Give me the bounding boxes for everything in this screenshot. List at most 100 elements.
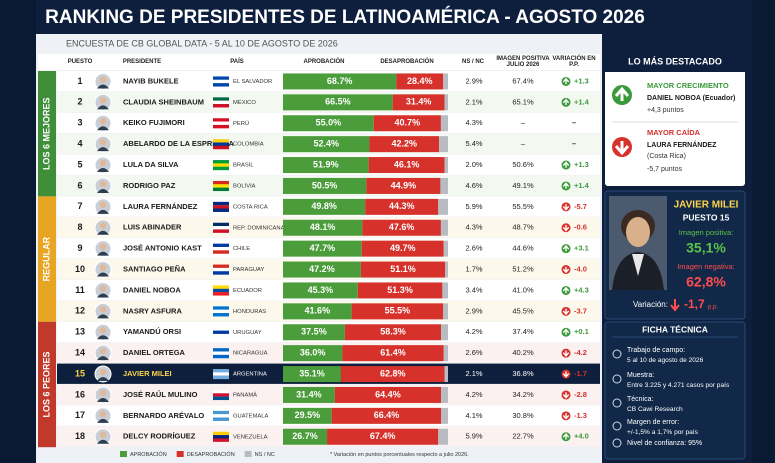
growth-value: +4,3 puntos	[647, 107, 684, 114]
approval-label: 36.0%	[300, 348, 326, 358]
ns-nc-label: 4.3%	[465, 223, 482, 232]
variation: -0.6	[574, 223, 587, 232]
photo-head	[99, 138, 107, 146]
flag-stripe	[213, 100, 229, 105]
group-band	[38, 196, 56, 322]
approval-bar	[283, 219, 363, 236]
approval-label: 29.5%	[295, 410, 321, 420]
ns-nc-bar	[442, 282, 448, 299]
approval-bar	[283, 324, 345, 341]
approval-label: 66.5%	[325, 97, 351, 107]
sheet-value: CB Cawi Research	[627, 406, 683, 413]
drop-label: MAYOR CAÍDA	[647, 128, 701, 137]
legend-swatch	[244, 451, 252, 457]
country: BRASIL	[233, 163, 254, 169]
arrow-glyph	[562, 161, 570, 168]
arrow-glyph	[562, 244, 570, 252]
arrow-glyph	[562, 266, 570, 274]
photo-head	[99, 347, 107, 355]
approval-bar	[283, 73, 397, 90]
july-image: 22.7%	[512, 432, 534, 441]
flag-stripe	[213, 166, 229, 171]
photo-body	[97, 105, 109, 110]
column-header: PUESTO	[67, 58, 93, 65]
variation-unit: p.p.	[708, 305, 718, 311]
flag-stripe	[213, 288, 229, 293]
profile-face	[626, 217, 650, 247]
approval-bar	[283, 386, 335, 403]
legend-label: NS / NC	[255, 452, 275, 458]
sheet-value: Entre 3.225 y 4.271 casos por país	[627, 382, 730, 389]
country: VENEZUELA	[233, 434, 268, 440]
column-header: VARIACIÓN EN P.P.	[552, 55, 596, 69]
approval-label: 41.6%	[305, 306, 331, 316]
flag-stripe	[213, 250, 229, 254]
photo-body	[97, 377, 109, 382]
photo-head	[99, 389, 107, 397]
photo-head	[99, 201, 107, 209]
approval-bar	[283, 177, 367, 194]
growth-name: DANIEL NOBOA (Ecuador)	[647, 95, 735, 102]
variation-label: Variación:	[633, 300, 668, 309]
disapproval-label: 55.5%	[385, 306, 411, 316]
photo-head	[99, 118, 107, 125]
flag-stripe	[213, 226, 229, 230]
flag-stripe	[213, 372, 229, 376]
column-header: IMAGEN POSITIVA JULIO 2026	[496, 55, 550, 69]
president-name: LULA DA SILVA	[123, 160, 179, 169]
disapproval-label: 31.4%	[406, 97, 432, 107]
ns-nc-bar	[440, 115, 448, 132]
country: NICARAGUA	[233, 351, 268, 357]
country: MÉXICO	[233, 99, 256, 106]
disapproval-bar	[357, 282, 443, 299]
sheet-value: +/-1,5% a 1,7% por país	[627, 429, 699, 436]
highlights-title: LO MÁS DESTACADO	[628, 56, 722, 66]
flag-stripe	[213, 163, 229, 167]
president-name: JOSÉ RAÚL MULINO	[123, 390, 198, 399]
ns-nc-label: 2.6%	[465, 244, 482, 253]
approval-bar	[283, 157, 369, 174]
approval-bar	[283, 115, 374, 132]
footnote: * Variación en puntos porcentuales respe…	[330, 452, 469, 458]
disapproval-bar	[361, 240, 444, 257]
disapproval-label: 51.1%	[390, 264, 416, 274]
arrow-glyph	[562, 350, 570, 357]
approval-bar	[283, 282, 358, 299]
july-image: 45.5%	[512, 306, 534, 315]
arrow-glyph	[562, 204, 570, 211]
approval-label: 26.7%	[292, 431, 318, 441]
july-image: 49.1%	[512, 181, 534, 190]
photo-head	[99, 368, 107, 376]
flag-stripe	[213, 201, 229, 206]
negative-label: Imagen negativa:	[677, 262, 735, 271]
flag-stripe	[213, 333, 229, 338]
photo-head	[99, 327, 107, 334]
photo-body	[97, 188, 109, 193]
variation: -1.3	[574, 411, 587, 420]
arrow-glyph	[562, 77, 570, 85]
approval-label: 52.4%	[313, 139, 339, 149]
photo-head	[99, 306, 107, 313]
approval-label: 31.4%	[296, 389, 322, 399]
variation: +0.1	[574, 327, 589, 336]
rank: 17	[75, 410, 85, 420]
rank: 7	[77, 201, 82, 211]
country: COSTA RICA	[233, 204, 268, 210]
variation: +1.4	[574, 97, 590, 106]
disapproval-bar	[340, 366, 445, 383]
july-image: 67.4%	[512, 76, 534, 85]
flag-stripe	[213, 76, 229, 80]
july-image: 41.0%	[512, 285, 534, 294]
disapproval-label: 61.4%	[380, 348, 406, 358]
column-header: PRESIDENTE	[122, 58, 162, 65]
disapproval-label: 44.9%	[391, 180, 417, 190]
photo-head	[99, 285, 107, 292]
arrow-glyph	[562, 286, 570, 294]
disapproval-bar	[327, 428, 439, 445]
ns-nc-label: 4.1%	[465, 411, 482, 420]
variation-arrow	[670, 299, 680, 312]
ns-nc-label: 5.9%	[465, 202, 482, 211]
arrow-glyph	[614, 141, 630, 156]
july-image: 40.2%	[512, 348, 534, 357]
disapproval-label: 47.6%	[389, 222, 415, 232]
